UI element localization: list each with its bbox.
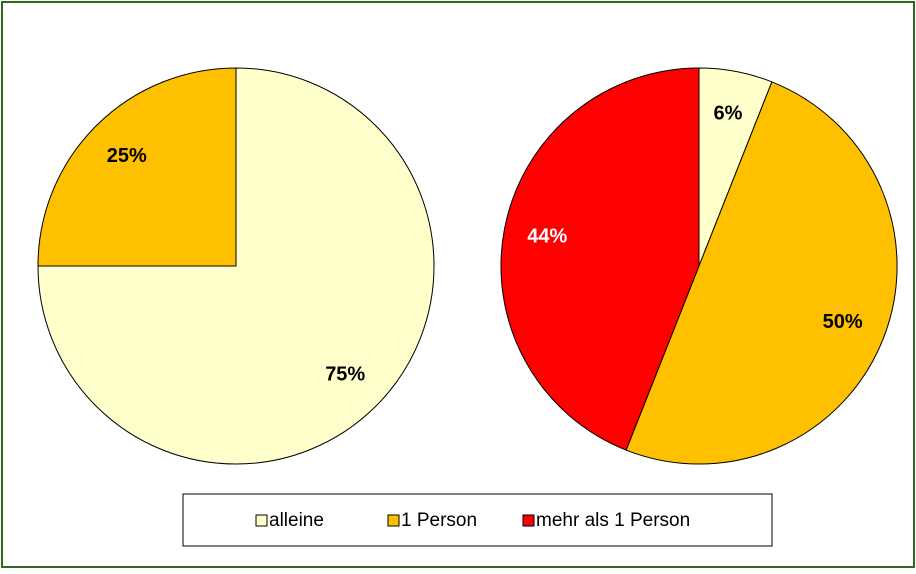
data-label: 44%: [527, 225, 567, 247]
legend-label: mehr als 1 Person: [536, 510, 690, 531]
pie-slice: [625, 81, 898, 465]
pie-slice: [500, 67, 700, 451]
legend-label: alleine: [269, 510, 324, 531]
legend-swatch: [387, 514, 400, 527]
data-label: 50%: [823, 311, 863, 333]
data-label: 6%: [713, 103, 742, 125]
legend-box: [182, 493, 773, 547]
legend-swatch: [255, 514, 268, 527]
pie-slice: [37, 67, 435, 465]
data-label: 25%: [107, 145, 147, 167]
data-label: 75%: [325, 363, 365, 385]
legend-label: 1 Person: [401, 510, 477, 531]
pie-slice: [37, 67, 237, 267]
legend-swatch: [522, 514, 535, 527]
